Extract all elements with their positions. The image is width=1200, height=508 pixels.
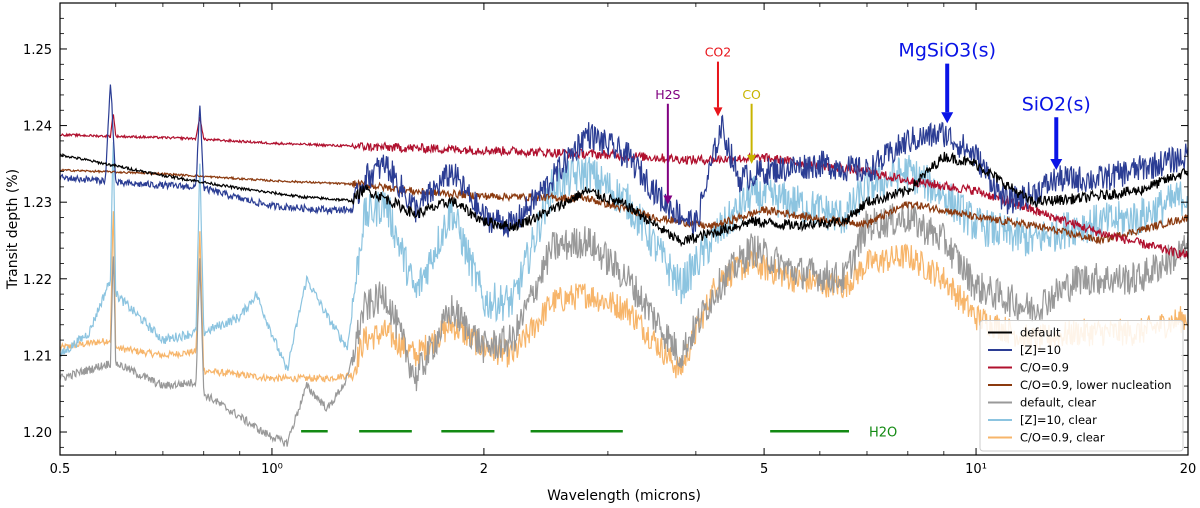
x-tick-label: 0.5 [50,462,71,477]
x-tick-label: 20 [1180,462,1197,477]
legend: default [Z]=10 C/O=0.9 C/O=0.9, lower nucle… [979,320,1184,452]
annotation-arrow-head-sio2-s [1050,159,1063,171]
tick-layer: 0.5 10⁰ 2 5 10¹ 20 1.20 1.21 1.22 1.23 1.24 1.25 [23,3,1196,477]
y-tick-label: 1.23 [23,196,52,211]
x-tick-label: 2 [480,462,488,477]
legend-label-c-o-0-9-clear: C/O=0.9, clear [1020,431,1105,445]
annotation-h2s: H2S [655,87,680,102]
x-tick-label: 10¹ [965,462,987,477]
annotation-mgsio3-s: MgSiO3(s) [898,40,996,62]
series-line-z-10 [60,84,1188,238]
h2o-band-layer: H2O [301,425,897,440]
series-line-z-10-clear [60,141,1188,371]
series-line-c-o-0-9-lower-nucleation [60,168,1188,245]
y-axis-label: Transit depth (%) [5,169,21,290]
legend-label-c-o-0-9-lower-nucleation: C/O=0.9, lower nucleation [1020,378,1172,392]
legend-label-default: default [1020,326,1061,340]
x-tick-label: 10⁰ [261,462,283,477]
plot-frame [59,2,1189,456]
series-line-default-clear [60,202,1188,447]
x-axis-label: Wavelength (microns) [547,488,701,504]
legend-box [979,320,1184,452]
annotation-arrow-head-co2 [713,107,723,117]
annotation-co: CO [742,87,761,102]
series-layer [60,84,1188,447]
annotation-arrow-head-h2s [663,195,673,205]
y-tick-label: 1.20 [23,426,52,441]
series-line-default [60,151,1188,248]
annotation-sio2-s: SiO2(s) [1022,93,1091,115]
annotation-arrow-head-mgsio3-s [941,112,954,124]
y-tick-label: 1.22 [23,273,52,288]
y-tick-label: 1.21 [23,349,52,364]
legend-label-z-10: [Z]=10 [1020,343,1061,357]
legend-label-z-10-clear: [Z]=10, clear [1020,413,1097,427]
y-tick-label: 1.24 [23,120,52,135]
h2o-band-label: H2O [869,425,897,440]
annotation-co2: CO2 [705,45,732,60]
legend-label-default-clear: default, clear [1020,396,1096,410]
legend-label-c-o-0-9: C/O=0.9 [1020,361,1069,375]
x-tick-label: 5 [760,462,768,477]
annotation-layer: CO2 H2S CO MgSiO3(s) SiO2(s) [655,40,1091,205]
annotation-arrow-head-co [747,154,757,164]
y-tick-label: 1.25 [23,43,52,58]
